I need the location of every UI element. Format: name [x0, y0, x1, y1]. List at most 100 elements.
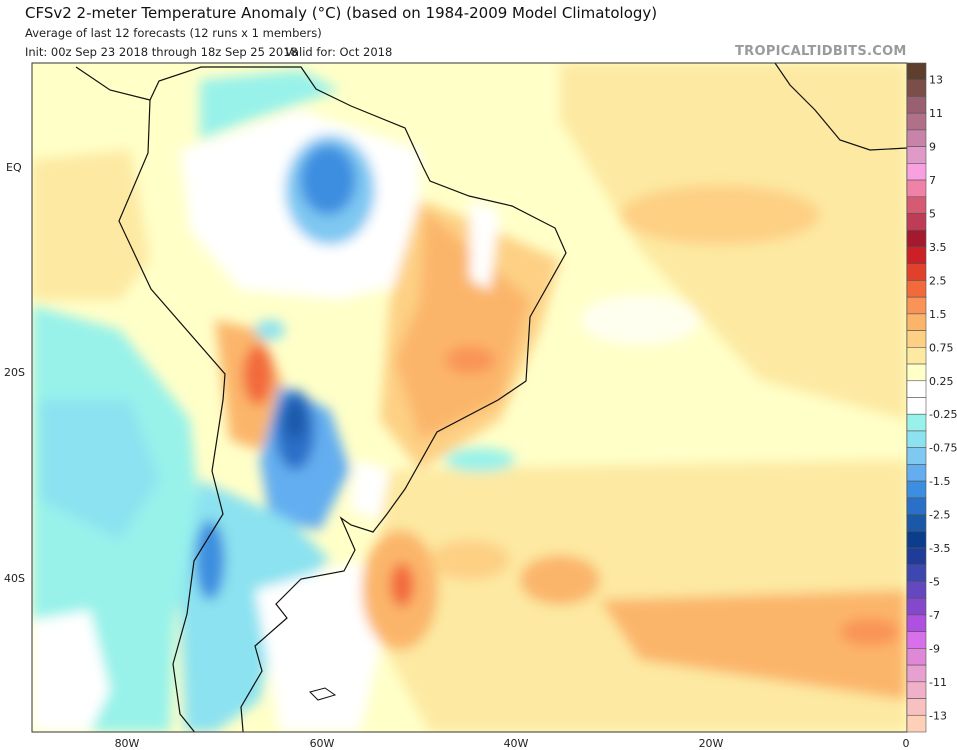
colorbar-bin — [906, 480, 927, 499]
init-time: Init: 00z Sep 23 2018 through 18z Sep 25… — [25, 45, 298, 59]
anomaly-region — [200, 70, 340, 140]
anomaly-region — [350, 460, 390, 520]
colorbar-label: 11 — [929, 107, 943, 120]
colorbar-label: 5 — [929, 208, 936, 221]
anomaly-region — [255, 560, 380, 732]
lon-label-80w: 80W — [115, 737, 140, 750]
colorbar-bin — [906, 597, 927, 616]
colorbar-bin — [906, 163, 927, 181]
colorbar-label: 3.5 — [929, 241, 947, 254]
colorbar-bin — [906, 497, 927, 515]
colorbar-label: -1.5 — [929, 475, 950, 488]
lon-label-60w: 60W — [310, 737, 335, 750]
colorbar-bin — [906, 146, 927, 164]
colorbar: 13 11 9 7 5 3.5 2.5 1.5 0.75 0.25 -0.25 -0.75 -1.5 -2… — [906, 62, 957, 733]
colorbar-bin — [906, 246, 927, 265]
anomaly-region — [840, 618, 900, 646]
colorbar-bin — [906, 213, 927, 231]
colorbar-bin — [906, 313, 927, 331]
anomaly-region — [580, 295, 700, 345]
falkland-islands — [309, 687, 337, 701]
colorbar-bin — [906, 464, 927, 482]
valid-time: Valid for: Oct 2018 — [285, 45, 393, 59]
colorbar-bin — [906, 430, 927, 448]
colorbar-label: -7 — [929, 609, 940, 622]
colorbar-bin — [906, 296, 927, 315]
colorbar-label: -13 — [929, 709, 947, 722]
lon-label-0: 0 — [903, 737, 910, 750]
lat-label-eq: EQ — [6, 161, 22, 174]
colorbar-bin — [906, 413, 927, 432]
anomaly-region — [243, 345, 273, 405]
map-field — [32, 63, 907, 732]
colorbar-bin — [906, 698, 927, 716]
colorbar-bin — [906, 96, 927, 114]
lon-axis: 80W 60W 40W 20W 0 — [115, 737, 910, 750]
colorbar-bin — [906, 530, 927, 549]
colorbar-bin — [906, 62, 927, 81]
africa-coastline — [774, 63, 907, 151]
anomaly-region — [285, 400, 305, 440]
colorbar-bin — [906, 547, 927, 566]
colorbar-label: -0.75 — [929, 442, 957, 455]
colorbar-label: 0.25 — [929, 375, 954, 388]
anomaly-region — [255, 320, 285, 340]
colorbar-bin — [906, 179, 927, 198]
anomaly-region — [620, 185, 820, 245]
colorbar-label: 2.5 — [929, 274, 947, 287]
anomaly-region — [430, 540, 510, 580]
colorbar-bin — [906, 681, 927, 699]
lat-axis: EQ 20S 40S — [4, 161, 25, 585]
colorbar-bin — [906, 330, 927, 348]
colorbar-bin — [906, 581, 927, 599]
colorbar-label: -3.5 — [929, 542, 950, 555]
colorbar-bin — [906, 380, 927, 398]
colorbar-bin — [906, 196, 927, 214]
colorbar-label: -2.5 — [929, 509, 950, 522]
anomaly-region — [195, 520, 225, 600]
colorbar-bin — [906, 397, 927, 415]
anomaly-region — [32, 150, 150, 300]
colorbar-bin — [906, 79, 927, 97]
anomaly-region — [395, 210, 530, 440]
colorbar-bin — [906, 112, 927, 131]
south-america-coastline — [75, 66, 567, 732]
anomaly-region — [470, 200, 500, 290]
colorbar-label: 0.75 — [929, 341, 954, 354]
anomaly-region — [520, 555, 600, 605]
lat-label-40s: 40S — [4, 572, 25, 585]
lon-label-40w: 40W — [504, 737, 529, 750]
chart-title: CFSv2 2-meter Temperature Anomaly (°C) (… — [25, 4, 658, 22]
colorbar-bin — [906, 714, 927, 733]
anomaly-region — [445, 346, 495, 374]
colorbar-bin — [906, 514, 927, 532]
anomaly-region — [32, 610, 110, 732]
colorbar-label: -5 — [929, 575, 940, 588]
colorbar-bin — [906, 447, 927, 465]
colorbar-bin — [906, 229, 927, 248]
anomaly-region — [600, 590, 907, 700]
colorbar-bin — [906, 614, 927, 632]
colorbar-label: -0.25 — [929, 408, 957, 421]
colorbar-bin — [906, 280, 927, 298]
colorbar-bin — [906, 648, 927, 666]
colorbar-label: 1.5 — [929, 308, 947, 321]
watermark: TROPICALTIDBITS.COM — [735, 44, 907, 59]
lat-label-20s: 20S — [4, 366, 25, 379]
colorbar-label: -9 — [929, 642, 940, 655]
colorbar-bin — [906, 129, 927, 147]
anomaly-region — [300, 145, 356, 215]
colorbar-bin — [906, 564, 927, 582]
anomaly-region — [390, 563, 414, 607]
colorbar-label: 7 — [929, 174, 936, 187]
colorbar-bin — [906, 664, 927, 683]
colorbar-bin — [906, 263, 927, 281]
colorbar-label: -11 — [929, 676, 947, 689]
anomaly-region — [40, 400, 160, 540]
colorbar-label: 9 — [929, 141, 936, 154]
colorbar-bin — [906, 363, 927, 382]
colorbar-bin — [906, 347, 927, 365]
anomaly-region — [445, 448, 515, 472]
lon-label-20w: 20W — [699, 737, 724, 750]
